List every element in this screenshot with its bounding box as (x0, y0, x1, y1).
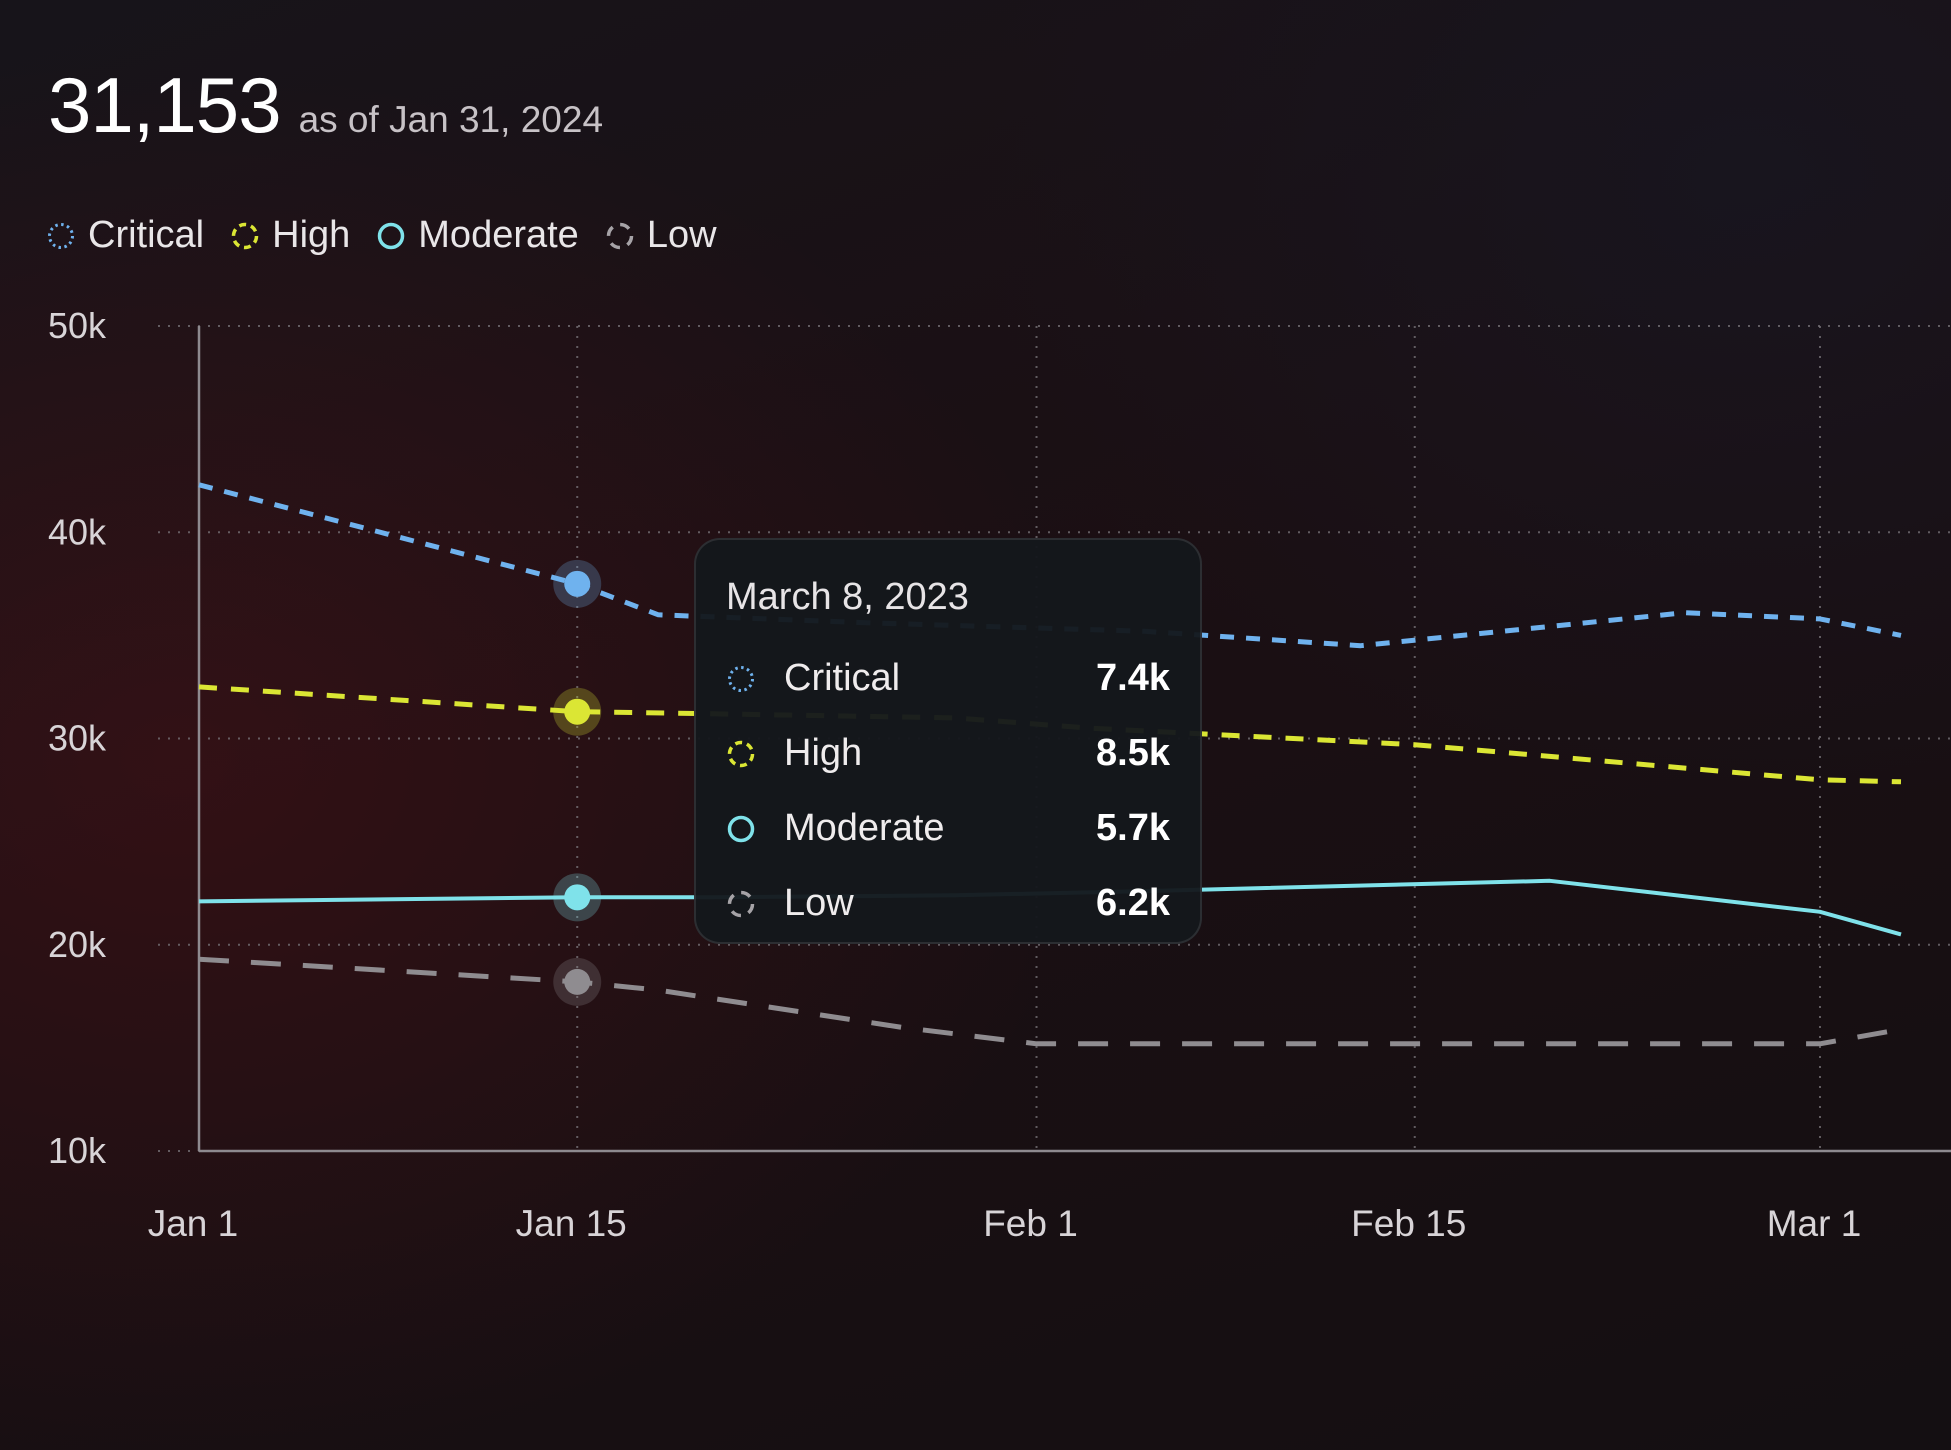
hover-tooltip: March 8, 2023 Critical 7.4k High 8.5k Mo… (694, 538, 1202, 944)
legend-item-moderate[interactable]: Moderate (376, 214, 579, 257)
series-line-low (198, 956, 1902, 1047)
tooltip-label-critical: Critical (784, 657, 901, 699)
legend-item-high[interactable]: High (230, 214, 350, 257)
total-count: 31,153 (48, 61, 282, 149)
y-tick-label: 30k (48, 718, 107, 759)
series-line-high (198, 684, 1902, 785)
tooltip-row-critical: Critical 7.4k (726, 641, 1170, 716)
ring-icon (727, 815, 755, 842)
legend-label-high: High (272, 214, 351, 256)
legend-item-critical[interactable]: Critical (46, 214, 204, 257)
y-tick-label: 10k (48, 1130, 107, 1171)
x-tick-label: Jan 15 (516, 1203, 627, 1244)
tooltip-value-high: 8.5k (1096, 732, 1170, 774)
tooltip-label-high: High (784, 732, 863, 774)
legend: Critical High Moderate Low (46, 214, 717, 257)
x-tick-label: Feb 1 (983, 1203, 1078, 1244)
hover-marker-critical (553, 559, 602, 608)
hover-marker-high (553, 687, 602, 736)
ring-icon (378, 222, 405, 249)
tooltip-value-critical: 7.4k (1096, 657, 1170, 699)
summary-header: 31,153 as of Jan 31, 2024 (48, 60, 603, 151)
tooltip-row-high: High 8.5k (726, 716, 1170, 791)
tooltip-value-moderate: 5.7k (1096, 807, 1170, 849)
x-tick-label: Feb 15 (1351, 1203, 1466, 1244)
x-tick-label: Mar 1 (1767, 1203, 1862, 1244)
hover-marker-low (553, 957, 602, 1006)
hover-markers (553, 559, 602, 1006)
dotted-circle-icon (728, 665, 754, 692)
legend-item-low[interactable]: Low (605, 214, 717, 257)
x-tick-label: Jan 1 (148, 1203, 239, 1244)
tooltip-date: March 8, 2023 (726, 576, 969, 618)
y-tick-label: 50k (48, 305, 107, 346)
y-tick-label: 20k (48, 924, 107, 965)
tooltip-value-low: 6.2k (1096, 882, 1170, 924)
y-tick-label: 40k (48, 511, 107, 552)
tooltip-row-low: Low 6.2k (726, 866, 1170, 941)
broken-circle-icon (606, 222, 634, 249)
legend-label-moderate: Moderate (418, 214, 579, 256)
as-of-date: as of Jan 31, 2024 (298, 99, 604, 140)
tooltip-label-low: Low (784, 882, 854, 924)
broken-circle-icon (727, 890, 755, 917)
dotted-circle-icon (48, 222, 74, 249)
tooltip-row-moderate: Moderate 5.7k (726, 791, 1170, 866)
legend-label-critical: Critical (88, 214, 205, 256)
dashed-circle-icon (231, 222, 259, 249)
dashed-circle-icon (727, 740, 755, 767)
legend-label-low: Low (646, 214, 717, 256)
tooltip-label-moderate: Moderate (784, 807, 945, 849)
hover-marker-moderate (553, 873, 602, 922)
axes: 10k 20k 30k 40k 50k Jan 1 Jan 15 Feb 1 Feb 15 Mar… (48, 305, 1951, 1244)
